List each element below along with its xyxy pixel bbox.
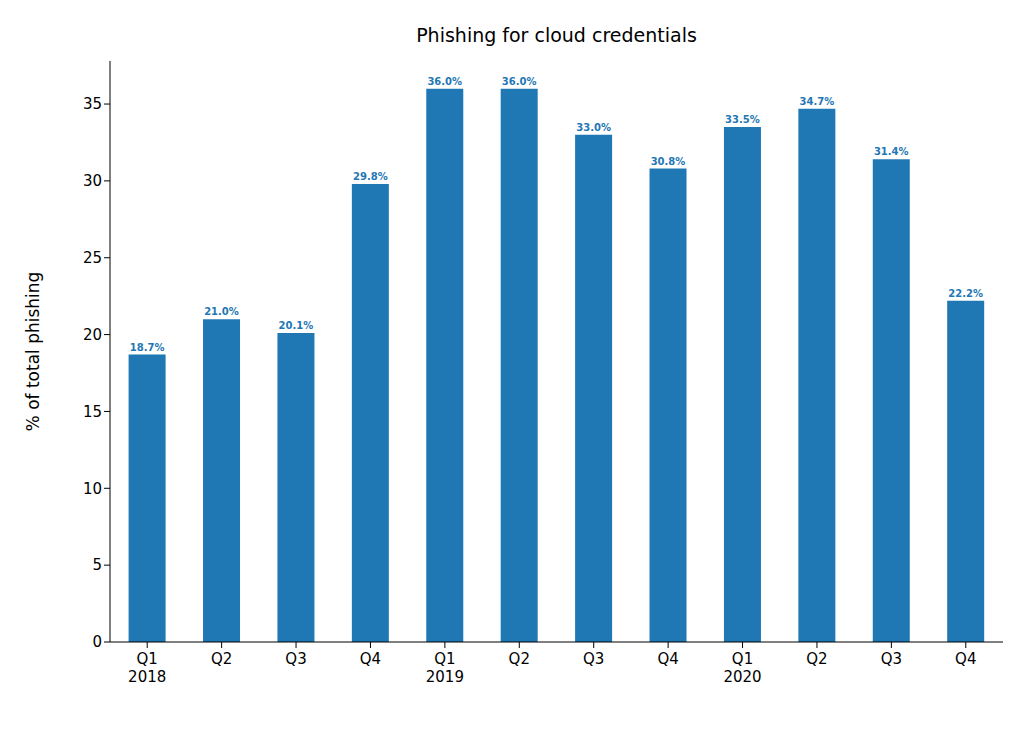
svg-text:15: 15 [83,403,102,421]
svg-text:22.2%: 22.2% [948,288,983,299]
svg-text:Q3: Q3 [583,650,604,668]
svg-text:0: 0 [92,633,102,651]
svg-text:Q12018: Q12018 [128,650,166,686]
svg-text:% of total phishing: % of total phishing [23,272,43,432]
svg-text:Q4: Q4 [955,650,976,668]
svg-text:21.0%: 21.0% [204,306,239,317]
svg-text:Q12019: Q12019 [426,650,464,686]
svg-text:18.7%: 18.7% [130,342,165,353]
svg-text:29.8%: 29.8% [353,171,388,182]
html-text:Phishing for cloud credentials: Phishing for cloud credentials [416,24,697,46]
svg-text:34.7%: 34.7% [800,96,835,107]
svg-text:Q2: Q2 [509,650,530,668]
svg-text:31.4%: 31.4% [874,146,909,157]
svg-text:Q4: Q4 [360,650,381,668]
svg-text:33.5%: 33.5% [725,114,760,125]
svg-text:33.0%: 33.0% [576,122,611,133]
svg-text:Q2: Q2 [806,650,827,668]
svg-text:20: 20 [83,326,102,344]
svg-text:5: 5 [92,556,102,574]
svg-text:Q3: Q3 [881,650,902,668]
svg-text:Q3: Q3 [285,650,306,668]
svg-text:Q4: Q4 [657,650,678,668]
svg-text:Q2: Q2 [211,650,232,668]
svg-text:30.8%: 30.8% [651,156,686,167]
svg-text:35: 35 [83,95,102,113]
svg-text:36.0%: 36.0% [427,76,462,87]
svg-text:30: 30 [83,172,102,190]
svg-text:20.1%: 20.1% [279,320,314,331]
svg-text:10: 10 [83,480,102,498]
svg-text:36.0%: 36.0% [502,76,537,87]
svg-text:Q12020: Q12020 [723,650,761,686]
svg-text:25: 25 [83,249,102,267]
